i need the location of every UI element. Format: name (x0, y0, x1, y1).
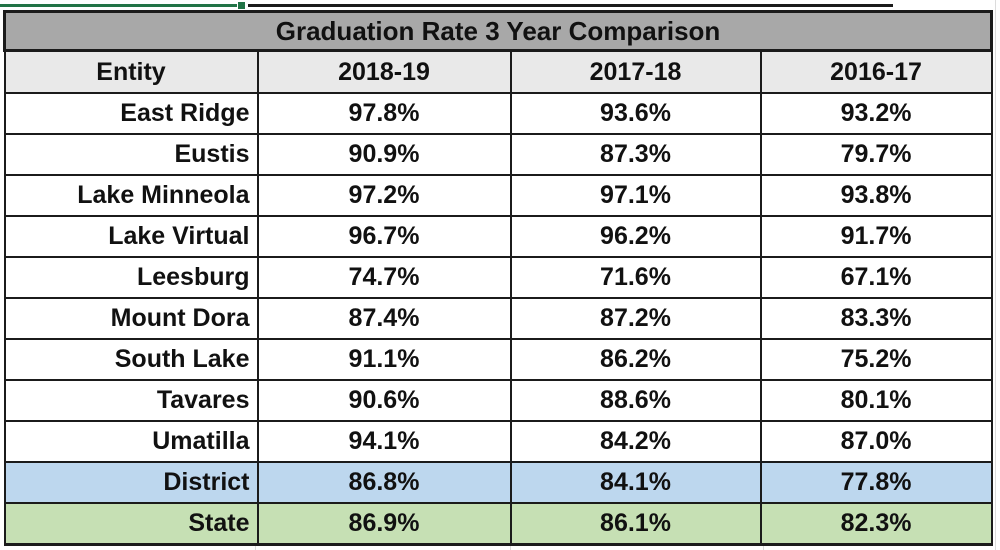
value-cell[interactable]: 77.8% (759, 461, 993, 504)
value-cell[interactable]: 91.7% (759, 215, 993, 258)
value-cell[interactable]: 87.3% (509, 133, 762, 176)
value-cell[interactable]: 96.2% (509, 215, 762, 258)
table-row: Mount Dora 87.4% 87.2% 83.3% (3, 297, 993, 340)
value-cell[interactable]: 80.1% (759, 379, 993, 422)
value-cell[interactable]: 93.2% (759, 92, 993, 135)
entity-cell[interactable]: Umatilla (3, 420, 259, 463)
value-cell[interactable]: 97.1% (509, 174, 762, 217)
table-row: East Ridge 97.8% 93.6% 93.2% (3, 92, 993, 135)
value-cell[interactable]: 90.9% (256, 133, 512, 176)
cell-border-line (248, 4, 893, 7)
entity-cell[interactable]: Eustis (3, 133, 259, 176)
table-row: Lake Virtual 96.7% 96.2% 91.7% (3, 215, 993, 258)
entity-cell[interactable]: Lake Minneola (3, 174, 259, 217)
value-cell[interactable]: 71.6% (509, 256, 762, 299)
table-row: Lake Minneola 97.2% 97.1% 93.8% (3, 174, 993, 217)
table-title[interactable]: Graduation Rate 3 Year Comparison (2, 10, 994, 52)
column-header-2017-18[interactable]: 2017-18 (509, 49, 762, 94)
entity-cell[interactable]: Leesburg (3, 256, 259, 299)
sheet-gridline (255, 542, 256, 550)
entity-cell[interactable]: Lake Virtual (3, 215, 259, 258)
value-cell[interactable]: 74.7% (256, 256, 512, 299)
table-row: Eustis 90.9% 87.3% 79.7% (3, 133, 993, 176)
table-row: Tavares 90.6% 88.6% 80.1% (3, 379, 993, 422)
value-cell[interactable]: 83.3% (759, 297, 993, 340)
column-header-entity[interactable]: Entity (3, 49, 259, 94)
value-cell[interactable]: 93.6% (509, 92, 762, 135)
value-cell[interactable]: 84.1% (509, 461, 762, 504)
value-cell[interactable]: 86.2% (509, 338, 762, 381)
sheet-gridline (510, 542, 511, 550)
value-cell[interactable]: 90.6% (256, 379, 512, 422)
value-cell[interactable]: 91.1% (256, 338, 512, 381)
entity-cell[interactable]: Tavares (3, 379, 259, 422)
value-cell[interactable]: 87.0% (759, 420, 993, 463)
table-title-row: Graduation Rate 3 Year Comparison (2, 10, 994, 52)
value-cell[interactable]: 88.6% (509, 379, 762, 422)
value-cell[interactable]: 86.1% (509, 502, 762, 546)
value-cell[interactable]: 94.1% (256, 420, 512, 463)
table-row: Leesburg 74.7% 71.6% 67.1% (3, 256, 993, 299)
entity-cell[interactable]: East Ridge (3, 92, 259, 135)
graduation-rate-table: Graduation Rate 3 Year Comparison Entity… (2, 10, 994, 546)
value-cell[interactable]: 67.1% (759, 256, 993, 299)
value-cell[interactable]: 96.7% (256, 215, 512, 258)
value-cell[interactable]: 86.8% (256, 461, 512, 504)
value-cell[interactable]: 87.2% (509, 297, 762, 340)
value-cell[interactable]: 84.2% (509, 420, 762, 463)
column-header-2018-19[interactable]: 2018-19 (256, 49, 512, 94)
table-row: District 86.8% 84.1% 77.8% (3, 461, 993, 504)
table-header-row: Entity 2018-19 2017-18 2016-17 (3, 49, 993, 94)
sheet-gridline (995, 0, 996, 550)
entity-cell[interactable]: State (3, 502, 259, 546)
value-cell[interactable]: 97.2% (256, 174, 512, 217)
table-row: Umatilla 94.1% 84.2% 87.0% (3, 420, 993, 463)
fill-handle[interactable] (237, 1, 246, 10)
table-row: South Lake 91.1% 86.2% 75.2% (3, 338, 993, 381)
entity-cell[interactable]: District (3, 461, 259, 504)
value-cell[interactable]: 82.3% (759, 502, 993, 546)
value-cell[interactable]: 75.2% (759, 338, 993, 381)
value-cell[interactable]: 79.7% (759, 133, 993, 176)
sheet-gridline (763, 542, 764, 550)
value-cell[interactable]: 97.8% (256, 92, 512, 135)
entity-cell[interactable]: Mount Dora (3, 297, 259, 340)
table-body: East Ridge 97.8% 93.6% 93.2% Eustis 90.9% 87.3… (3, 92, 993, 546)
entity-cell[interactable]: South Lake (3, 338, 259, 381)
value-cell[interactable]: 93.8% (759, 174, 993, 217)
table-row: State 86.9% 86.1% 82.3% (3, 502, 993, 546)
cell-selection-border (0, 4, 240, 7)
value-cell[interactable]: 87.4% (256, 297, 512, 340)
value-cell[interactable]: 86.9% (256, 502, 512, 546)
column-header-2016-17[interactable]: 2016-17 (759, 49, 993, 94)
